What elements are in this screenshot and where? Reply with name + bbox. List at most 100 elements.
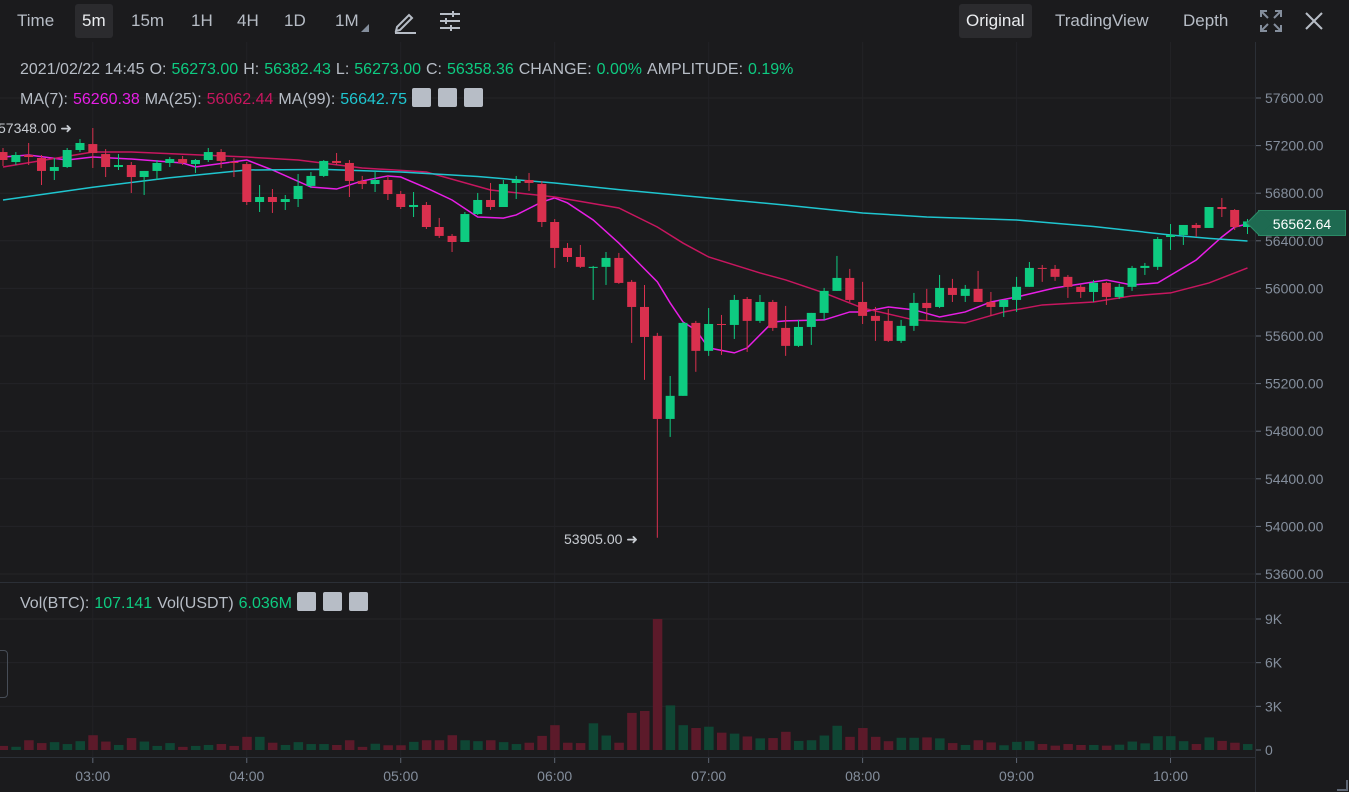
candle-body [563,247,573,257]
volume-bar [973,740,984,750]
candle [332,152,342,165]
interval-5m[interactable]: 5m [75,4,113,38]
axes: 57600.0057200.0056800.0056400.0056000.00… [0,42,1349,792]
side-panel-handle[interactable] [0,650,8,698]
candle-body [691,322,701,351]
candle-body [652,335,662,419]
candle-body [781,327,791,346]
ma99-value: 56642.75 [340,91,408,108]
interval-time[interactable]: Time [17,11,55,30]
candle-body [896,325,906,341]
volume-bar [1230,742,1240,750]
volume-bar [819,735,830,750]
candle-body [1050,268,1060,277]
candle [935,274,945,309]
indicator-visibility-button[interactable] [438,88,458,107]
volume-bar [460,740,470,750]
dropdown-triangle-icon[interactable] [361,24,369,32]
chart-toolbar: Time 5m 15m 1H 4H 1D 1M Original Trading… [0,0,1349,42]
price-tick-label: 54400.00 [1265,471,1324,487]
candle [1024,261,1034,287]
ma7-label: MA(7): [20,91,68,108]
candle [960,284,970,302]
pencil-icon[interactable] [392,8,418,34]
volume-bar [922,737,932,750]
candle [896,319,906,343]
candle-body [11,155,21,163]
candle-body [909,302,919,326]
interval-4h[interactable]: 4H [237,11,259,30]
volume-bar [665,705,676,750]
time-tick-label: 03:00 [75,768,110,784]
close-icon[interactable] [1301,8,1327,34]
volume-remove-button[interactable] [349,592,369,611]
volume-visibility-button[interactable] [323,592,343,611]
price-tick-label: 55200.00 [1265,376,1324,392]
volume-bar [1050,745,1061,750]
candle-body [858,301,868,316]
volume-bar [1166,736,1176,750]
resize-corner-icon[interactable] [1337,780,1348,791]
candle-body [755,301,765,321]
candle-body [793,326,803,346]
volume-bar [62,744,73,750]
candle-body [922,302,932,309]
candle [909,292,919,331]
candle-body [1178,224,1188,235]
candle-body [1114,286,1124,297]
interval-15m[interactable]: 15m [131,11,165,30]
candle-body [460,214,470,242]
ma-legend: MA(7): 56260.38 MA(25): 56062.44 MA(99): 5664… [20,88,490,109]
volume-bar [1178,741,1189,750]
interval-1d[interactable]: 1D [284,11,306,30]
candle [293,174,303,208]
volume-settings-button[interactable] [297,592,317,611]
fullscreen-icon[interactable] [1258,8,1284,34]
volume-bar [640,710,650,750]
volume-bar [858,728,868,750]
settings-sliders-icon[interactable] [437,8,463,34]
volume-bar [896,737,907,750]
candle-body [832,277,842,291]
indicator-remove-button[interactable] [464,88,484,107]
candle-body [434,226,444,236]
view-tradingview[interactable]: TradingView [1055,11,1149,30]
candle-body [575,256,585,267]
view-depth[interactable]: Depth [1183,11,1229,30]
volume-bar [1101,745,1112,750]
change-value: 0.00% [596,61,643,78]
candle [24,142,34,165]
volume-bar [319,744,329,750]
interval-1m[interactable]: 1M [335,11,359,30]
volume-bar [190,745,201,750]
candle [537,180,547,227]
candle [973,270,983,302]
candle-body [332,160,342,163]
candle [229,157,239,178]
candle-body [1037,267,1047,269]
candle-body [421,204,431,227]
volume-tick-label: 6K [1265,655,1283,671]
interval-1h[interactable]: 1H [191,11,213,30]
volume-bar [24,740,34,750]
volume-bar [1127,741,1138,750]
indicator-settings-button[interactable] [412,88,432,107]
time-tick-label: 09:00 [999,768,1034,784]
view-original[interactable]: Original [959,4,1032,38]
candle [1191,222,1201,237]
candle-body [1217,207,1227,210]
candle-body [947,287,957,295]
candle-body [486,199,496,208]
open-label: O: [149,61,167,78]
price-tick-label: 57600.00 [1265,90,1324,106]
candle-body [101,154,111,168]
candle-body [729,299,739,325]
candle [88,127,98,168]
candle-body [1101,282,1111,297]
candle [563,243,573,262]
ma99-label: MA(99): [278,91,336,108]
volume-bar [1140,743,1150,750]
candle [216,149,226,168]
